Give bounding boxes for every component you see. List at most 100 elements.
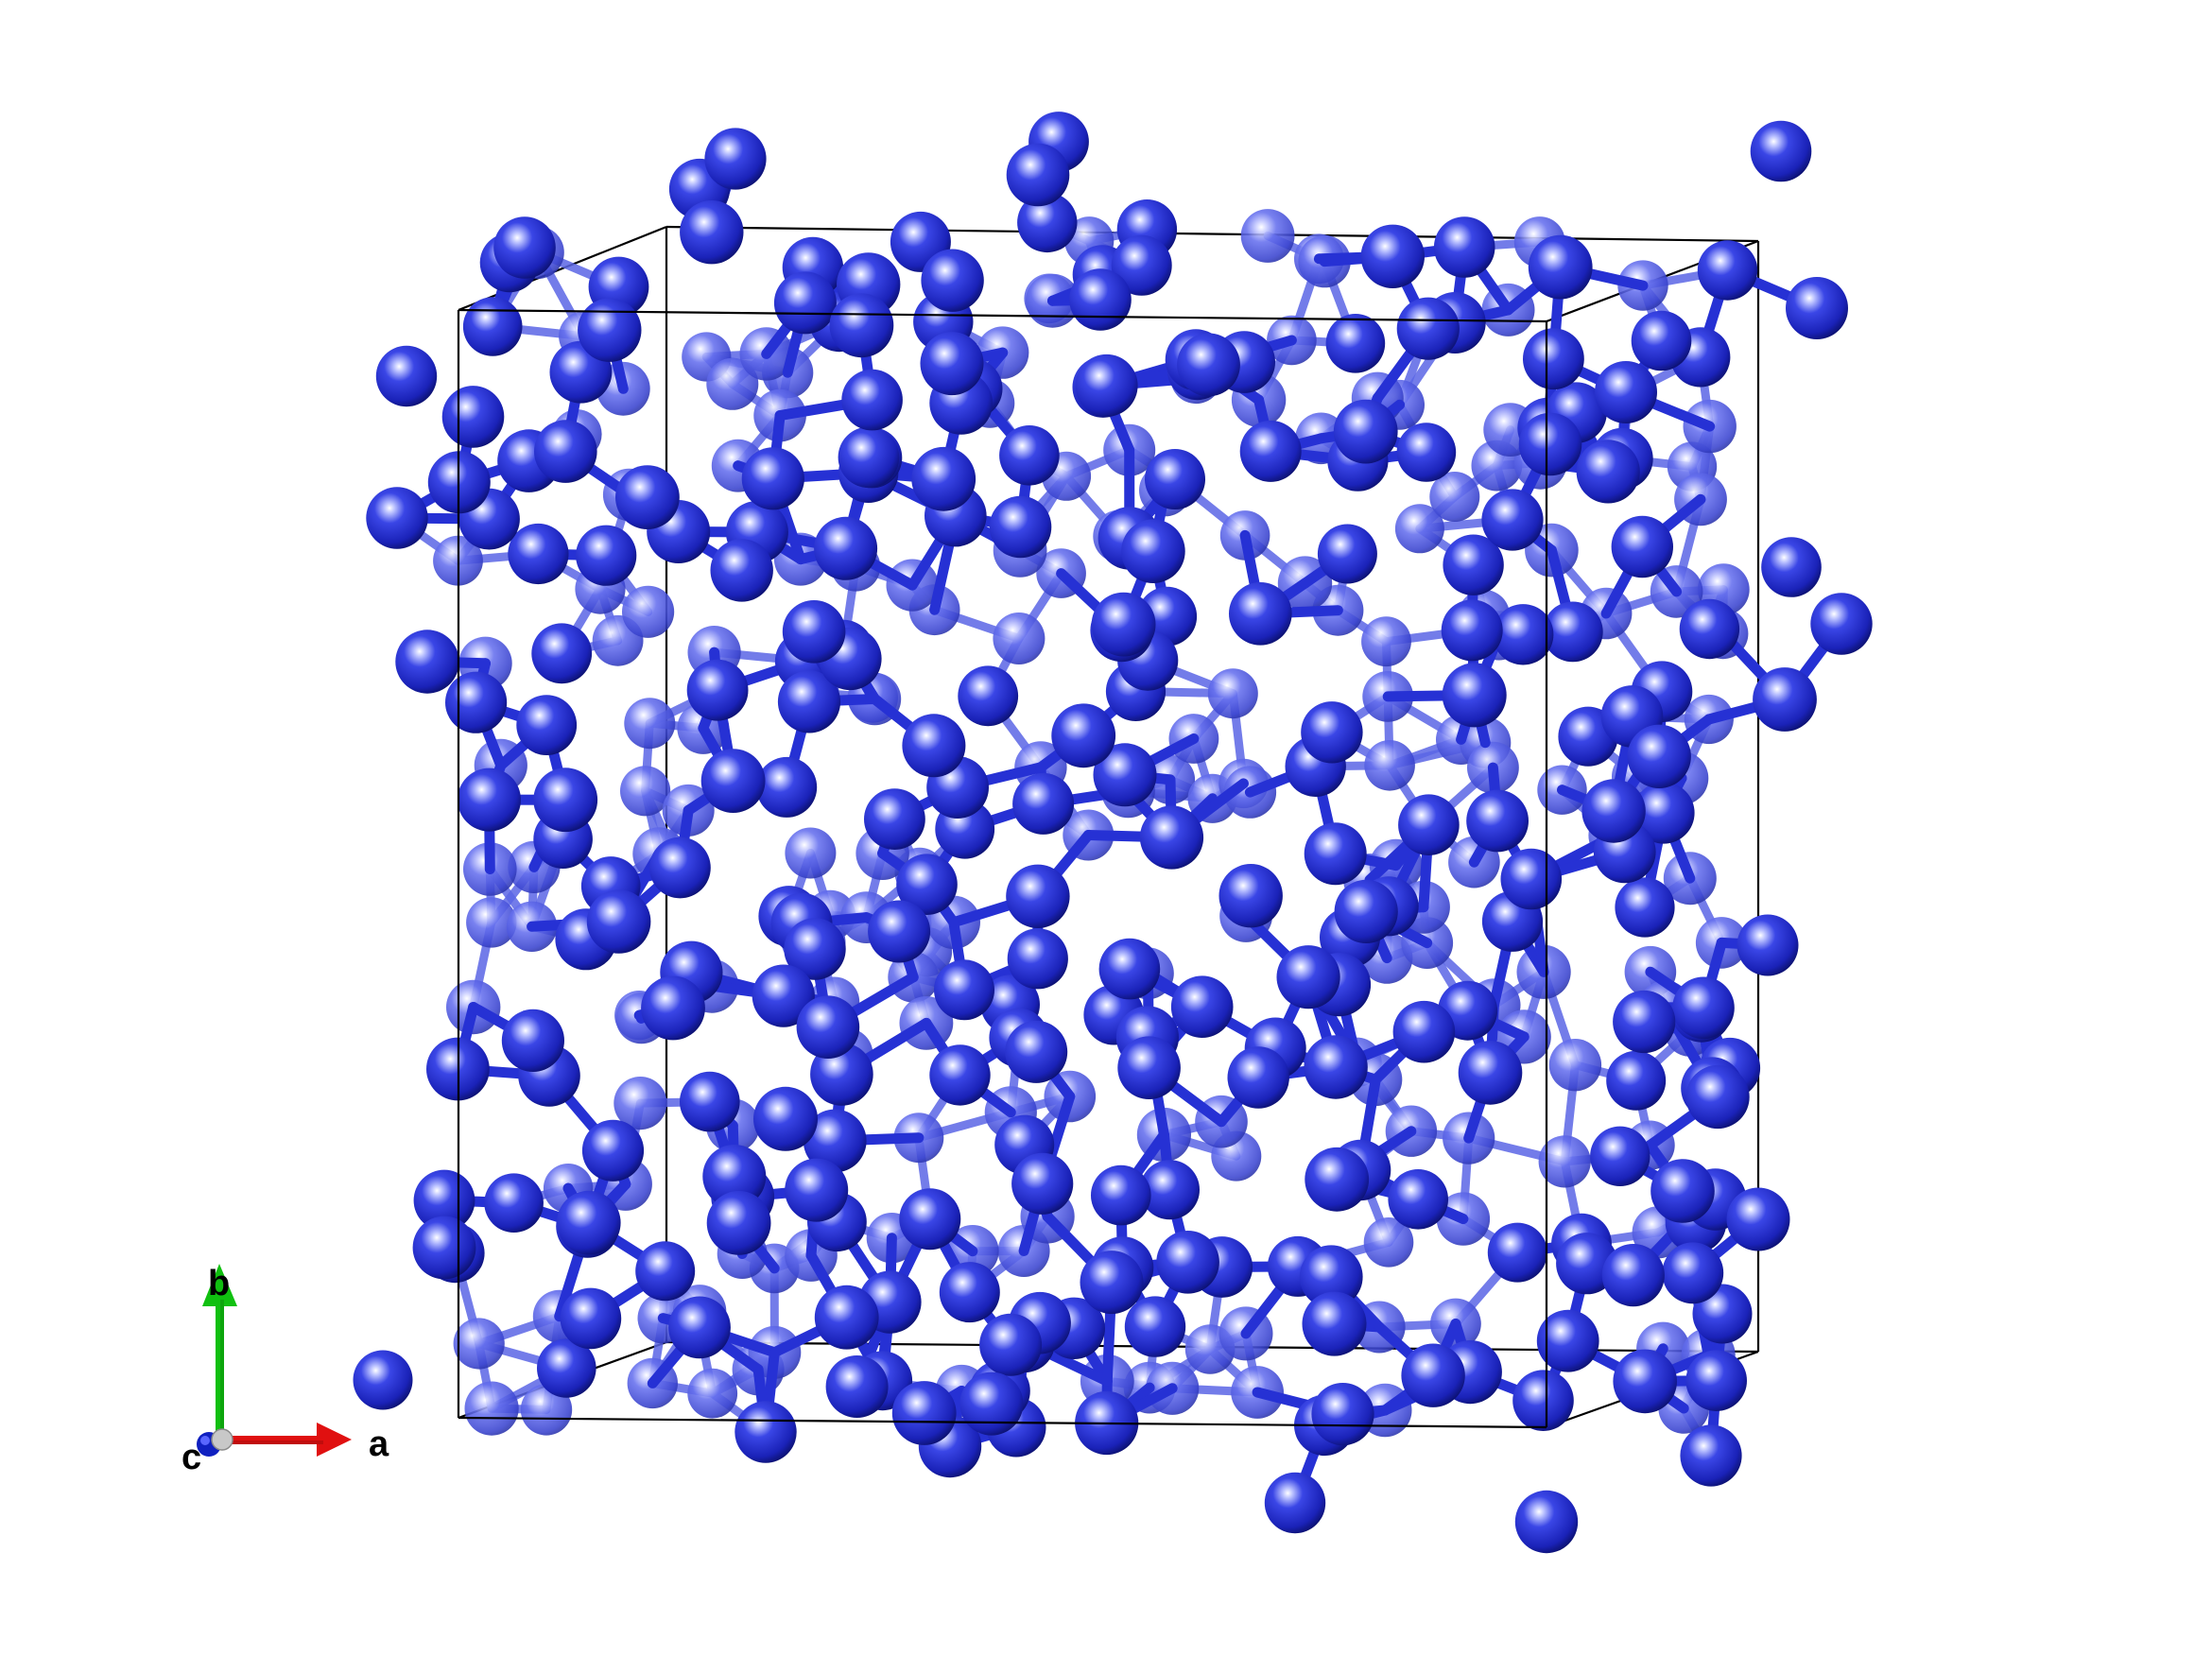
atom (1685, 1350, 1747, 1411)
atom (753, 1086, 818, 1151)
atom (1737, 914, 1799, 976)
atom (1441, 599, 1503, 662)
atom (741, 447, 804, 510)
atom (979, 1313, 1043, 1376)
atom (700, 749, 766, 813)
atom (1613, 1349, 1677, 1414)
atom (1006, 143, 1070, 207)
atom (989, 495, 1052, 559)
atom (1091, 592, 1156, 657)
atom (785, 1158, 849, 1222)
atom (1466, 789, 1529, 853)
atom (464, 1381, 519, 1436)
atom (1398, 794, 1460, 855)
atom (1111, 234, 1172, 296)
atom (891, 1381, 957, 1445)
atom (1633, 782, 1695, 844)
atom (375, 345, 438, 407)
atom (1156, 1231, 1219, 1294)
atom (1394, 504, 1444, 554)
atom (1442, 663, 1507, 728)
atom (868, 900, 931, 963)
atom (1093, 743, 1157, 807)
atom (706, 357, 759, 410)
atom (412, 1216, 476, 1280)
atom (702, 1145, 767, 1208)
atom (864, 788, 925, 850)
atom (1518, 412, 1582, 476)
atom (939, 1262, 1000, 1323)
atom (1433, 216, 1495, 278)
atom (624, 698, 676, 750)
atom (993, 612, 1046, 664)
atom (462, 297, 523, 356)
atom (1680, 1424, 1742, 1487)
atom (1017, 192, 1078, 253)
atom (1392, 1000, 1456, 1063)
atom (1542, 601, 1603, 663)
atom (1012, 772, 1075, 835)
atom (1240, 209, 1295, 263)
atom (537, 1338, 596, 1398)
atom (1170, 975, 1234, 1038)
atom (413, 1169, 475, 1232)
atom (1481, 489, 1544, 551)
atom (395, 630, 459, 694)
atom (1124, 1296, 1186, 1357)
atom (1662, 1242, 1724, 1304)
atom (1302, 1291, 1367, 1356)
atom (1761, 537, 1822, 597)
atom (1218, 864, 1283, 928)
atom (921, 249, 984, 312)
atom (773, 271, 837, 335)
atom (734, 1401, 797, 1463)
atom (934, 959, 994, 1021)
atom (366, 487, 428, 549)
atom (1401, 1343, 1465, 1407)
orientation-axes: b a c (181, 1264, 389, 1477)
atom (1429, 472, 1480, 522)
atom (1487, 1222, 1547, 1283)
atom (1051, 703, 1116, 768)
atom (1538, 1135, 1591, 1188)
atom (1227, 1046, 1289, 1109)
atom (445, 671, 508, 733)
atom (560, 1287, 622, 1350)
axis-origin (211, 1428, 233, 1451)
atom (1396, 423, 1457, 482)
atom (1611, 515, 1674, 578)
atom (896, 854, 958, 915)
atom (1363, 1217, 1414, 1268)
atom (353, 1350, 413, 1410)
atom (1304, 1035, 1368, 1099)
atom (1606, 1050, 1667, 1111)
atom (458, 768, 521, 832)
atom (1364, 740, 1415, 791)
atom (1590, 1126, 1650, 1187)
atom (958, 665, 1019, 727)
atom (1443, 534, 1504, 595)
atom (1139, 1160, 1200, 1220)
atom (1305, 1147, 1370, 1212)
atom (920, 332, 984, 396)
unit-cell-front-edges (457, 308, 1548, 1429)
atom (704, 128, 767, 190)
atom (829, 293, 894, 358)
atom (814, 1285, 879, 1350)
atom (1523, 328, 1584, 390)
atom (1207, 668, 1258, 719)
atom (576, 525, 637, 586)
atom (1576, 440, 1640, 504)
atom (1276, 945, 1340, 1009)
atom (1679, 598, 1740, 660)
atom (1458, 1041, 1523, 1105)
c-axis-label: c (181, 1438, 201, 1477)
atom (825, 1355, 889, 1418)
atom (1325, 314, 1386, 373)
b-axis-arrow (202, 1264, 237, 1432)
atom (929, 1044, 991, 1106)
atom (622, 585, 675, 638)
atom (1528, 234, 1593, 300)
